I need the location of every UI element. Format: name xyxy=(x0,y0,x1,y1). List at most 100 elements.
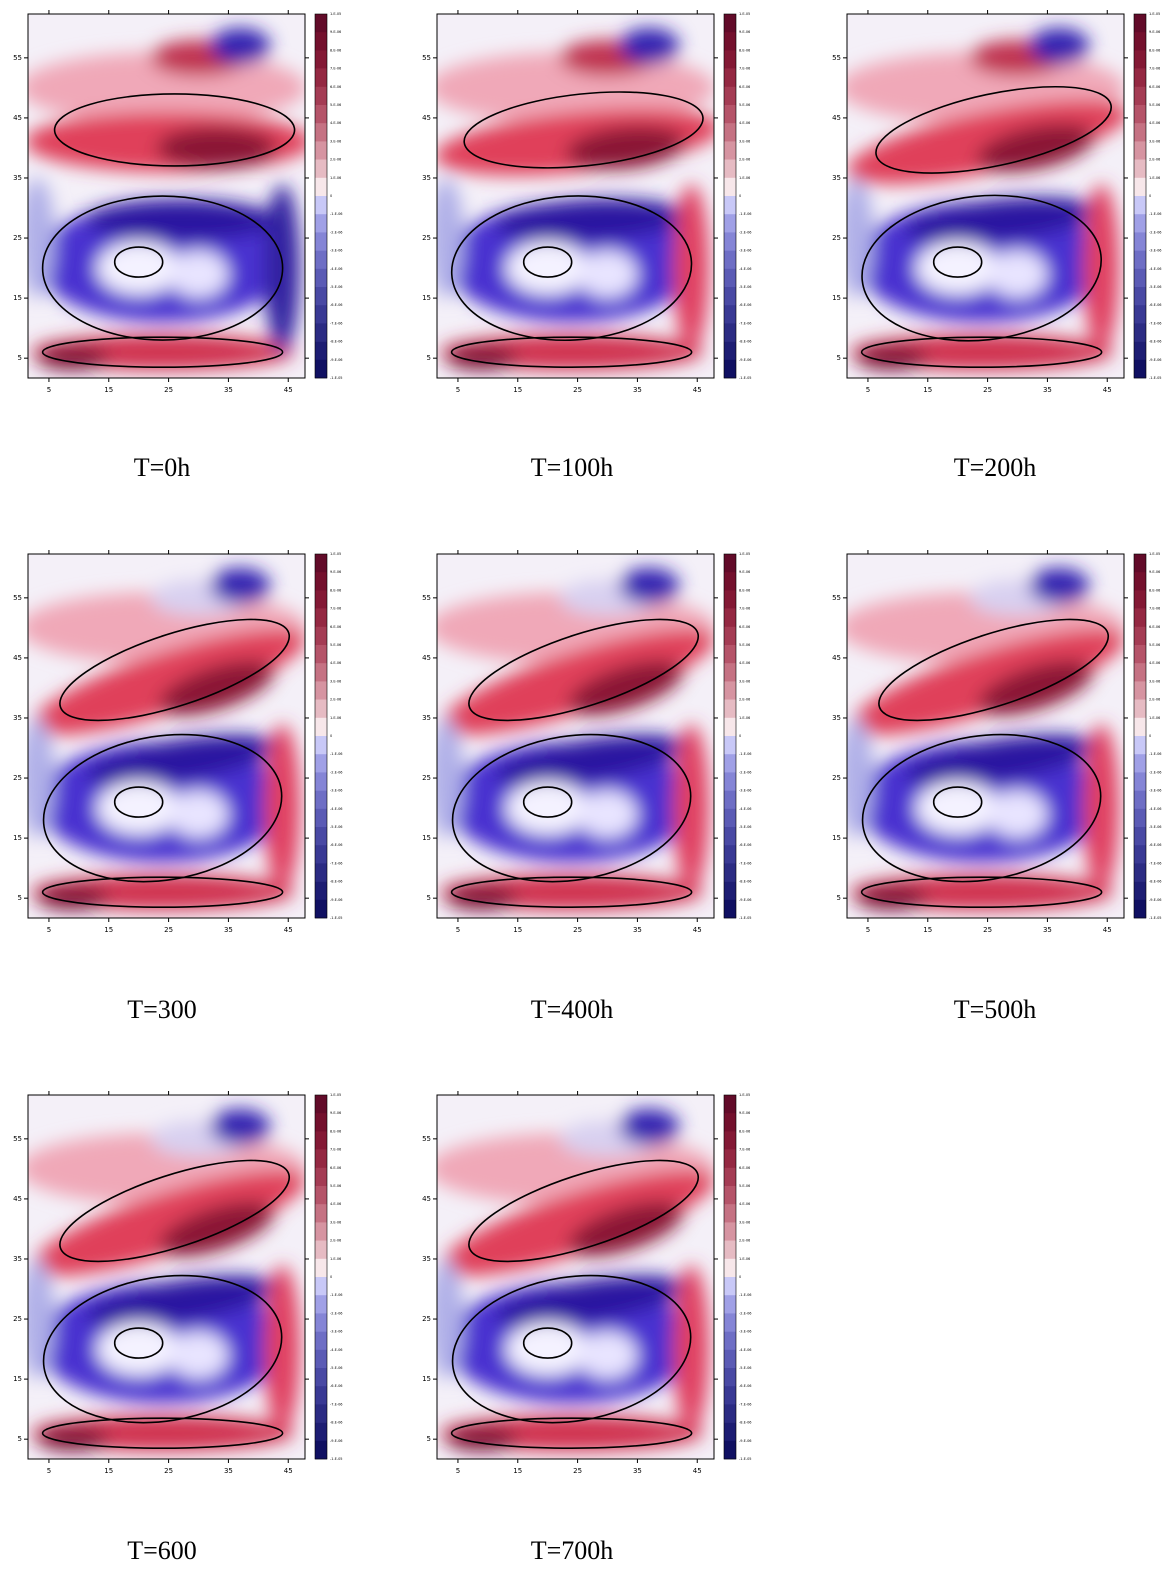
y-tick-label: 45 xyxy=(13,1195,22,1203)
colorbar-label: -1.E-05 xyxy=(739,376,752,380)
y-tick-label: 35 xyxy=(13,714,22,722)
colorbar-segment xyxy=(315,68,327,88)
colorbar-segment xyxy=(1134,663,1146,682)
colorbar-label: 4.E-06 xyxy=(330,121,341,125)
field-blob xyxy=(445,1427,518,1452)
colorbar-label: -2.E-06 xyxy=(330,1311,343,1315)
colorbar-label: 9.E-06 xyxy=(739,30,750,34)
colorbar-segment xyxy=(724,1440,736,1460)
colorbar-label: -1.E-06 xyxy=(330,1293,343,1297)
colorbar-label: 8.E-06 xyxy=(739,48,750,52)
y-tick-label: 15 xyxy=(13,1375,22,1383)
colorbar-label: -6.E-06 xyxy=(1149,843,1162,847)
colorbar-label: -5.E-06 xyxy=(1149,285,1162,289)
panel-caption: T=100h xyxy=(531,453,614,482)
contour-line xyxy=(451,1274,692,1424)
field-blob xyxy=(1029,27,1090,64)
colorbar-frame xyxy=(314,1094,328,1460)
contours xyxy=(41,618,291,908)
contour-line xyxy=(522,786,573,818)
colorbar-segment xyxy=(315,754,327,773)
panel-caption: T=400h xyxy=(531,995,614,1024)
y-tick-label: 25 xyxy=(422,1315,431,1323)
colorbar-label: 5.E-06 xyxy=(739,643,750,647)
field xyxy=(437,554,714,918)
colorbar-segment xyxy=(1134,287,1146,306)
field-blob xyxy=(1029,567,1090,604)
field-blob xyxy=(619,27,680,64)
y-tick-label: 5 xyxy=(427,354,431,362)
colorbar-segment xyxy=(315,1131,327,1150)
colorbar-segment xyxy=(315,772,327,791)
field-blob xyxy=(494,734,685,786)
field-blob xyxy=(915,241,1000,296)
panel-caption: T=0h xyxy=(134,453,191,482)
x-tick-label: 25 xyxy=(164,1467,173,1475)
colorbar-segment xyxy=(1134,736,1146,755)
colorbar-segment xyxy=(1134,123,1146,142)
colorbar-label: 7.E-06 xyxy=(1149,607,1160,611)
x-tick-label: 25 xyxy=(573,926,582,934)
field-blob xyxy=(85,734,276,786)
colorbar-segment xyxy=(315,590,327,609)
colorbar-label: -8.E-06 xyxy=(1149,880,1162,884)
colorbar-segment xyxy=(315,1277,327,1296)
field-blob xyxy=(494,1275,685,1327)
field-blob xyxy=(673,1265,710,1434)
y-tick-label: 45 xyxy=(422,114,431,122)
y-tick-label: 45 xyxy=(13,654,22,662)
contour-line xyxy=(932,246,983,278)
colorbar-segment xyxy=(315,790,327,810)
colorbar-segment xyxy=(1134,681,1146,700)
plot-frame xyxy=(27,1094,306,1460)
colorbar-segment xyxy=(724,1131,736,1150)
y-tick-label: 45 xyxy=(13,114,22,122)
y-tick-label: 25 xyxy=(832,234,841,242)
colorbar-label: -5.E-06 xyxy=(739,285,752,289)
colorbar-segment xyxy=(1134,590,1146,609)
colorbar-label: -7.E-06 xyxy=(330,321,343,325)
colorbar-label: -9.E-06 xyxy=(330,358,343,362)
panel: 5 15 25 35 45 5 15 25 35 45 55 1.E-05 9.E-06 8.E-06 7.… xyxy=(422,550,752,934)
colorbar-segment xyxy=(315,1368,327,1387)
field-blob xyxy=(568,660,683,716)
field-shading xyxy=(28,567,305,911)
field xyxy=(28,1095,305,1459)
panel-caption: T=600 xyxy=(127,1536,197,1565)
colorbar-segment xyxy=(724,50,736,69)
contour-line xyxy=(860,336,1103,368)
x-tick-label: 15 xyxy=(513,386,522,394)
colorbar-segment xyxy=(1134,214,1146,233)
y-tick-label: 55 xyxy=(13,594,22,602)
contour-line xyxy=(932,786,983,818)
plot-frame xyxy=(436,1094,715,1460)
x-tick-label: 35 xyxy=(224,386,233,394)
colorbar-label: 6.E-06 xyxy=(739,625,750,629)
y-tick-label: 15 xyxy=(832,294,841,302)
colorbar-label: -7.E-06 xyxy=(739,861,752,865)
colorbar-label: -2.E-06 xyxy=(1149,770,1162,774)
colorbar-label: 6.E-06 xyxy=(1149,85,1160,89)
colorbar-segment xyxy=(724,645,736,664)
colorbar-segment xyxy=(315,1186,327,1205)
colorbar-segment xyxy=(724,323,736,342)
x-tick-label: 25 xyxy=(164,386,173,394)
colorbar-label: -8.E-06 xyxy=(330,1421,343,1425)
x-tick-label: 25 xyxy=(573,1467,582,1475)
contour-line xyxy=(878,618,1110,722)
colorbar-label: 5.E-06 xyxy=(739,1184,750,1188)
colorbar-label: -8.E-06 xyxy=(330,880,343,884)
y-tick-label: 25 xyxy=(13,234,22,242)
colorbar-label: 8.E-06 xyxy=(330,588,341,592)
colorbar-label: 2.E-06 xyxy=(330,1239,341,1243)
colorbar-segment xyxy=(315,1331,327,1351)
colorbar-segment xyxy=(724,863,736,882)
field-blob xyxy=(264,724,301,893)
contour-line xyxy=(113,1327,164,1359)
colorbar-segment xyxy=(1134,341,1146,361)
contour-line xyxy=(468,1159,700,1263)
colorbar-segment xyxy=(315,1222,327,1241)
colorbar-segment xyxy=(724,86,736,106)
colorbar-label: -7.E-06 xyxy=(330,1402,343,1406)
